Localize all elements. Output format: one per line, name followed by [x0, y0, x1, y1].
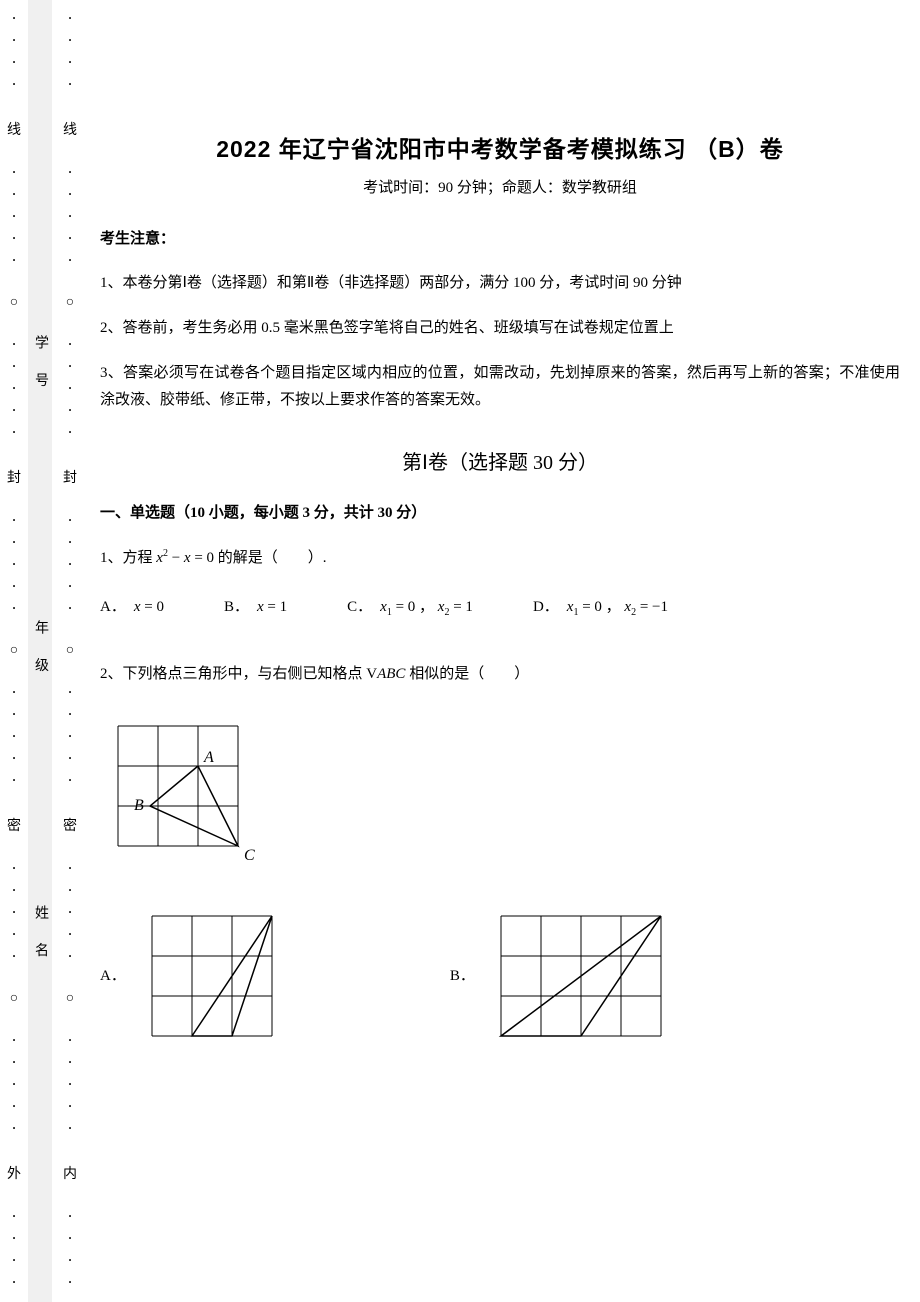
svg-text:C: C: [244, 847, 255, 864]
q1-options: A．x = 0 B．x = 1 C．x1 = 0 ， x2 = 1 D．x1 =…: [100, 593, 900, 622]
q2-option-b: B．: [450, 898, 679, 1054]
exam-content: 2022 年辽宁省沈阳市中考数学备考模拟练习 （B）卷 考试时间：90 分钟；命…: [100, 130, 900, 1092]
svg-text:A: A: [203, 749, 214, 766]
instructions-header: 考生注意：: [100, 227, 900, 248]
grade-label: 年 级: [30, 620, 50, 682]
question-2: 2、下列格点三角形中，与右侧已知格点 VABC 相似的是（ ） A B C A． B…: [100, 660, 900, 1055]
q2-option-a-figure: [134, 898, 290, 1054]
instruction-3: 3、答案必须写在试卷各个题目指定区域内相应的位置，如需改动，先划掉原来的答案，然…: [100, 360, 900, 414]
margin-char-seal: 封: [7, 467, 21, 487]
q1-option-d: D．x1 = 0 ， x2 = −1: [533, 593, 668, 622]
name-label: 姓 名: [30, 905, 50, 967]
q2-option-figures: A． B．: [100, 898, 900, 1054]
binding-margin: •••• 线 ••••• ○ ••••• 封 ••••• ○ ••••• 密 •…: [0, 0, 88, 1302]
exam-subtitle: 考试时间：90 分钟；命题人：数学教研组: [100, 176, 900, 197]
instruction-1: 1、本卷分第Ⅰ卷（选择题）和第Ⅱ卷（非选择题）两部分，满分 100 分，考试时间…: [100, 270, 900, 297]
margin-info-col: 学 号 年 级 姓 名: [28, 0, 52, 1302]
student-id-label: 学 号: [30, 335, 50, 397]
margin-outer-col: •••• 线 ••••• ○ ••••• 封 ••••• ○ ••••• 密 •…: [0, 0, 28, 1302]
instruction-2: 2、答卷前，考生务必用 0.5 毫米黑色签字笔将自己的姓名、班级填写在试卷规定位…: [100, 315, 900, 342]
mcq-header: 一、单选题（10 小题，每小题 3 分，共计 30 分）: [100, 501, 900, 522]
q2-option-a: A．: [100, 898, 290, 1054]
margin-char-secret: 密: [7, 815, 21, 835]
margin-inner-col: •••• 线 ••••• ○ ••••• 封 ••••• ○ ••••• 密 •…: [52, 0, 88, 1302]
q1-stem: 1、方程 x2 − x = 0 的解是（ ）.: [100, 544, 900, 573]
q1-option-b: B．x = 1: [224, 593, 287, 622]
q1-option-c: C．x1 = 0 ， x2 = 1: [347, 593, 473, 622]
q2-stem: 2、下列格点三角形中，与右侧已知格点 VABC 相似的是（ ）: [100, 660, 900, 689]
margin-char-line: 线: [7, 119, 21, 139]
section-1-header: 第Ⅰ卷（选择题 30 分）: [100, 446, 900, 475]
q2-option-b-figure: [483, 898, 679, 1054]
q2-triangle-abc: A B C: [100, 708, 256, 864]
q2-main-figure: A B C: [100, 708, 900, 864]
q1-option-a: A．x = 0: [100, 593, 164, 622]
exam-title: 2022 年辽宁省沈阳市中考数学备考模拟练习 （B）卷: [100, 130, 900, 164]
svg-text:B: B: [134, 797, 144, 814]
question-1: 1、方程 x2 − x = 0 的解是（ ）. A．x = 0 B．x = 1 …: [100, 544, 900, 622]
margin-char-outside: 外: [7, 1163, 21, 1183]
